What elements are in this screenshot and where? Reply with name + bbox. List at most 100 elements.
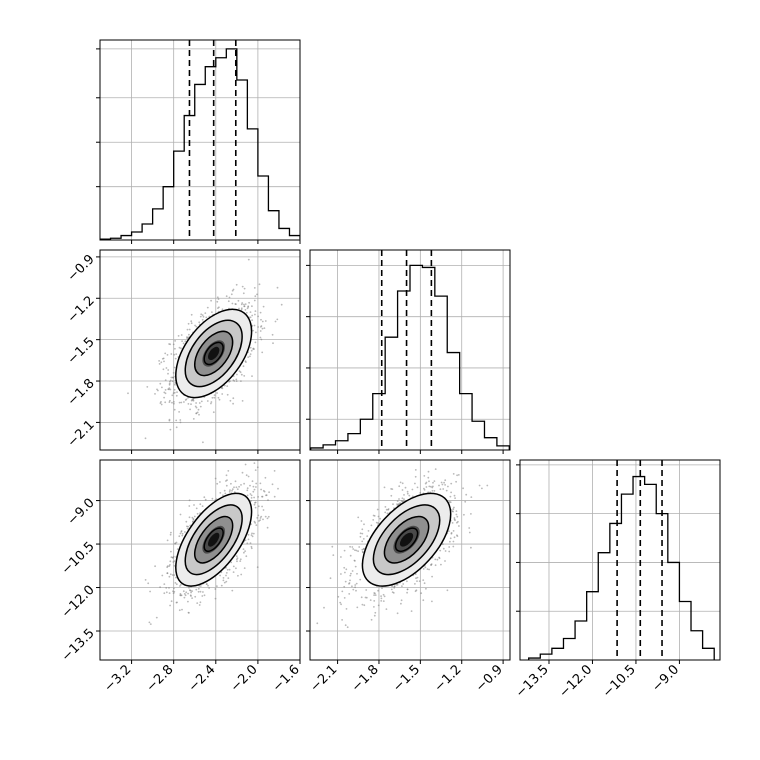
scatter-point xyxy=(241,285,244,288)
scatter-point xyxy=(261,495,263,498)
scatter-point xyxy=(189,589,191,592)
scatter-point xyxy=(458,525,460,527)
scatter-point xyxy=(193,504,195,506)
scatter-point xyxy=(242,365,245,368)
scatter-point xyxy=(230,293,233,296)
scatter-point xyxy=(256,293,258,296)
scatter-point xyxy=(456,515,459,518)
scatter-point xyxy=(251,480,254,483)
x-tick-label: −2.1 xyxy=(307,662,340,695)
scatter-point xyxy=(262,305,265,308)
scatter-point xyxy=(171,574,174,576)
scatter-point xyxy=(408,494,411,497)
scatter-point xyxy=(452,510,454,513)
scatter-point xyxy=(189,594,192,597)
scatter-point xyxy=(200,313,203,316)
scatter-point xyxy=(197,590,200,593)
scatter-point xyxy=(188,516,191,519)
scatter-point xyxy=(362,551,364,554)
scatter-point xyxy=(265,494,267,497)
scatter-point xyxy=(163,583,166,585)
scatter-point xyxy=(365,589,368,591)
scatter-point xyxy=(254,313,256,316)
scatter-point xyxy=(349,574,352,577)
scatter-point xyxy=(373,614,376,617)
scatter-point xyxy=(170,531,172,534)
scatter-point xyxy=(195,402,198,404)
scatter-point xyxy=(199,601,202,604)
scatter-point xyxy=(243,305,246,308)
scatter-point xyxy=(352,588,355,591)
scatter-point xyxy=(187,322,190,325)
scatter-point xyxy=(214,597,217,600)
scatter-point xyxy=(190,403,192,406)
scatter-point xyxy=(187,611,190,614)
scatter-point xyxy=(164,389,167,391)
scatter-point xyxy=(235,486,238,489)
scatter-point xyxy=(175,353,178,355)
scatter-point xyxy=(233,486,235,489)
scatter-point xyxy=(202,441,204,444)
scatter-point xyxy=(252,490,255,493)
scatter-point xyxy=(174,383,176,386)
scatter-point xyxy=(191,516,194,519)
scatter-point xyxy=(175,576,177,579)
scatter-point xyxy=(243,482,246,485)
scatter-point xyxy=(204,498,207,501)
scatter-point xyxy=(175,583,178,586)
scatter-point xyxy=(173,388,176,391)
scatter-point xyxy=(170,376,173,379)
scatter-point xyxy=(259,336,262,339)
scatter-point xyxy=(257,315,259,318)
scatter-point xyxy=(464,500,467,503)
scatter-point xyxy=(163,396,166,399)
scatter-point xyxy=(225,484,228,487)
scatter-point xyxy=(462,487,464,490)
scatter-point xyxy=(181,534,184,537)
scatter-point xyxy=(244,303,247,305)
contour-line xyxy=(203,527,224,553)
scatter-point xyxy=(202,591,204,593)
scatter-point xyxy=(254,501,257,504)
scatter-point xyxy=(244,463,247,466)
scatter-point xyxy=(401,482,404,485)
y-tick-label: −1.2 xyxy=(65,293,98,326)
scatter-point xyxy=(363,547,365,550)
scatter-point xyxy=(350,572,352,575)
scatter-point xyxy=(240,308,243,311)
scatter-point xyxy=(176,548,179,550)
contour-line xyxy=(193,515,234,564)
hist-panel-1 xyxy=(306,249,511,451)
scatter-point xyxy=(172,561,175,563)
density-panel-2-0 xyxy=(99,459,301,661)
scatter-point xyxy=(169,343,172,346)
scatter-point xyxy=(195,588,198,591)
scatter-point xyxy=(442,488,445,490)
scatter-point xyxy=(359,535,362,538)
scatter-point xyxy=(144,579,147,581)
scatter-point xyxy=(343,585,346,588)
scatter-point xyxy=(428,485,431,488)
scatter-point xyxy=(190,320,193,323)
scatter-point xyxy=(259,482,262,485)
scatter-point xyxy=(160,403,163,406)
scatter-point xyxy=(235,378,238,381)
scatter-point xyxy=(146,386,149,388)
scatter-point xyxy=(174,582,177,584)
scatter-point xyxy=(182,590,185,593)
scatter-point xyxy=(173,353,176,356)
scatter-point xyxy=(239,558,242,561)
scatter-point xyxy=(199,590,202,593)
scatter-point xyxy=(236,557,239,559)
scatter-point xyxy=(446,589,449,592)
contour-line xyxy=(394,527,419,553)
scatter-point xyxy=(444,479,447,482)
scatter-point xyxy=(163,360,165,363)
scatter-point xyxy=(415,589,418,592)
scatter-point xyxy=(148,621,151,624)
scatter-point xyxy=(271,483,274,486)
scatter-point xyxy=(235,303,237,305)
scatter-point xyxy=(252,329,254,332)
scatter-point xyxy=(232,379,235,382)
scatter-point xyxy=(179,585,181,587)
